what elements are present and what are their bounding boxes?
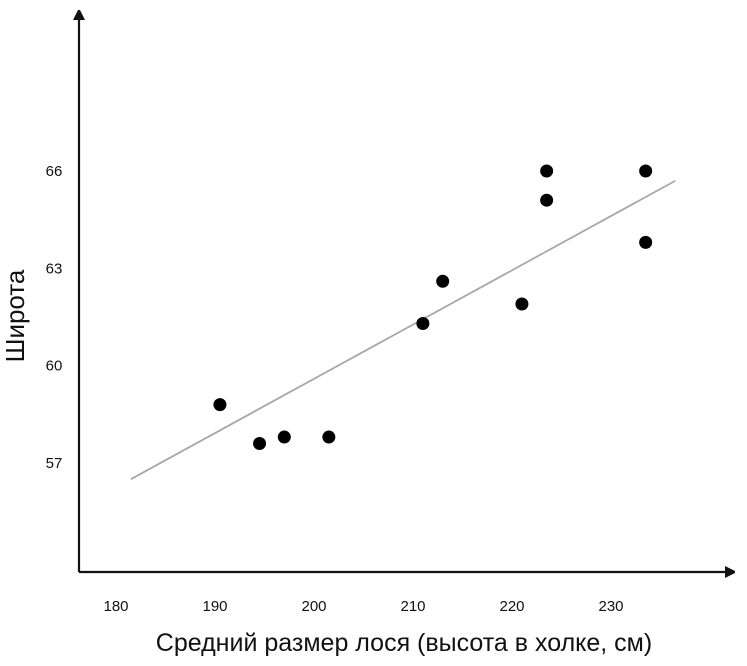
y-tick-label: 60 xyxy=(46,358,63,375)
y-tick-labels: 57 60 63 66 xyxy=(46,163,63,472)
y-tick-label: 63 xyxy=(46,260,63,277)
x-tick-label: 230 xyxy=(598,598,623,615)
data-point xyxy=(322,430,336,444)
x-tick-label: 180 xyxy=(103,598,128,615)
y-tick-label: 57 xyxy=(46,455,63,472)
trend-line xyxy=(130,179,676,481)
data-point xyxy=(277,430,291,444)
x-axis-title: Средний размер лося (высота в холке, см) xyxy=(156,629,652,657)
x-tick-label: 190 xyxy=(202,598,227,615)
data-point xyxy=(253,437,267,451)
x-tick-label: 210 xyxy=(400,598,425,615)
data-point xyxy=(213,398,227,412)
axes xyxy=(79,14,731,572)
data-point xyxy=(436,274,450,288)
y-axis-title: Широта xyxy=(0,269,30,362)
data-point xyxy=(515,297,529,311)
x-tick-labels: 180 190 200 210 220 230 xyxy=(103,598,623,615)
x-tick-label: 220 xyxy=(499,598,524,615)
data-point xyxy=(540,164,554,178)
y-tick-label: 66 xyxy=(46,163,63,180)
data-points xyxy=(213,164,653,451)
data-point xyxy=(540,193,554,207)
data-point xyxy=(639,164,653,178)
x-tick-label: 200 xyxy=(301,598,326,615)
data-point xyxy=(416,316,430,330)
data-point xyxy=(639,235,653,249)
